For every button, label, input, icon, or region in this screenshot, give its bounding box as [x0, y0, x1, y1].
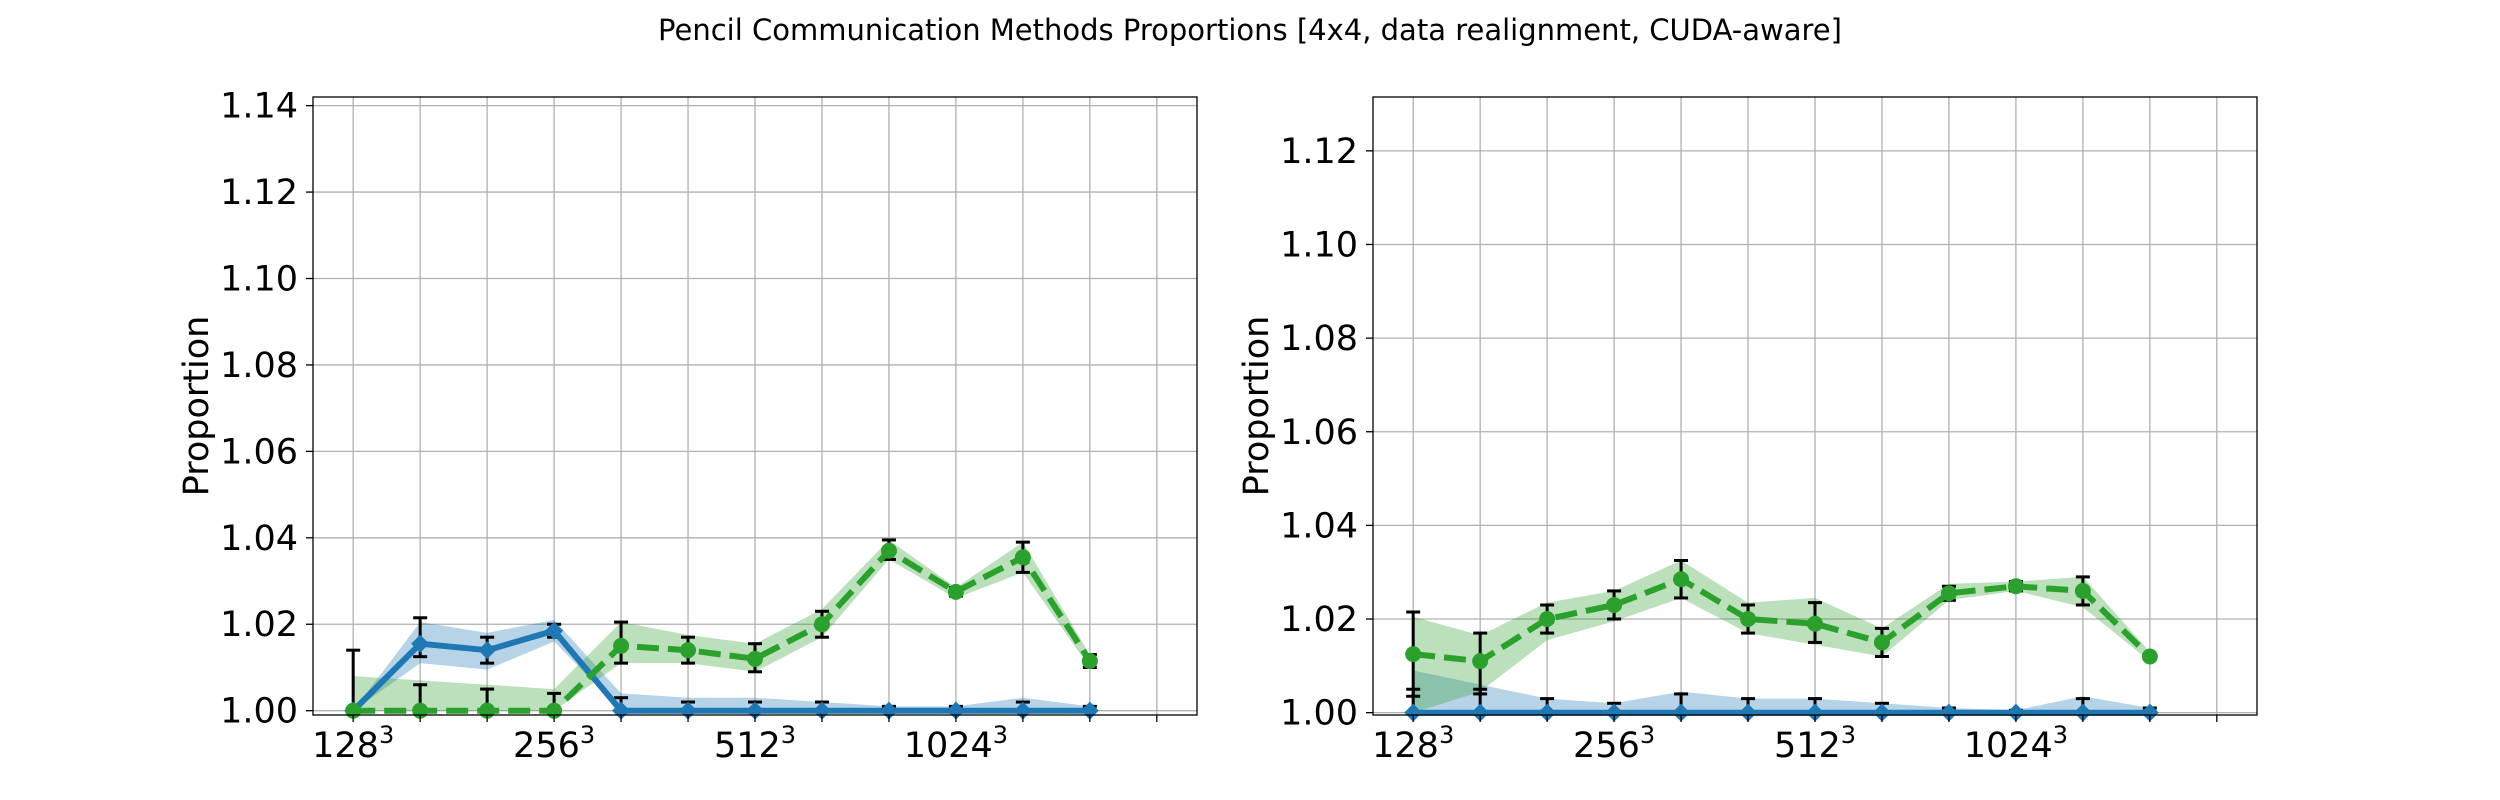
- y-tick-label: 1.02: [220, 605, 298, 645]
- figure-title: Pencil Communication Methods Proportions…: [658, 13, 1842, 47]
- series-2-point: [747, 650, 763, 667]
- series-2-point: [2141, 648, 2158, 665]
- series-2-point: [1606, 596, 1623, 613]
- y-tick-label: 1.12: [1280, 132, 1358, 172]
- y-tick-label: 1.04: [1280, 506, 1358, 546]
- y-tick-label: 1.08: [220, 346, 298, 386]
- series-1-point: [478, 641, 497, 660]
- y-tick-label: 1.10: [220, 260, 298, 300]
- series-2-point: [1807, 615, 1823, 632]
- series-2-point: [2007, 578, 2024, 595]
- y-tick-label: 1.06: [1280, 413, 1358, 453]
- series-2-band: [353, 540, 1090, 711]
- series-2-point: [1940, 585, 1957, 602]
- series-1-point: [1672, 703, 1691, 722]
- series-2-point: [813, 616, 830, 633]
- series-1-point: [1806, 703, 1824, 722]
- series-1-point: [1939, 703, 1958, 722]
- y-tick-label: 1.02: [1280, 600, 1358, 640]
- series-2-point: [613, 637, 630, 654]
- y-tick-label: 1.12: [220, 173, 298, 213]
- x-tick-label: 1283: [1372, 721, 1454, 766]
- y-tick-label: 1.06: [220, 432, 298, 472]
- series-2-point: [1081, 652, 1098, 669]
- series-2-point: [1740, 611, 1757, 628]
- y-axis-label: Proportion: [1237, 316, 1277, 497]
- x-tick-label: 10243: [904, 721, 1008, 766]
- y-tick-label: 1.10: [1280, 225, 1358, 265]
- series-1-line: [351, 627, 1090, 714]
- series-2-line: [1412, 576, 2152, 665]
- series-1-point: [1605, 703, 1624, 722]
- series-1-point: [2140, 703, 2159, 722]
- y-axis-label: Proportion: [177, 316, 217, 497]
- series-2-band: [1413, 560, 2150, 713]
- series-1-band: [353, 619, 1090, 711]
- series-2-point: [1014, 549, 1031, 566]
- x-tick-label: 10243: [1964, 721, 2068, 766]
- series-1-point: [2073, 703, 2092, 722]
- y-tick-label: 1.00: [1280, 694, 1358, 734]
- series-1-band: [1413, 670, 2150, 713]
- series-2-point: [1405, 646, 1422, 663]
- left-chart-panel: 1.00 1.02 1.04 1.06 1.08 1.10 1.12 1.14 1283 2563…: [177, 87, 1198, 766]
- series-1-point: [1538, 703, 1557, 722]
- series-1-point: [545, 621, 564, 640]
- series-2-point: [680, 642, 697, 659]
- y-tick-label: 1.04: [220, 519, 298, 559]
- x-tick-label: 1283: [312, 721, 394, 766]
- series-2-point: [1539, 611, 1556, 628]
- right-chart-panel: 1.00 1.02 1.04 1.06 1.08 1.10 1.12 1283 2563 5123…: [1237, 96, 2258, 766]
- y-tick-label: 1.14: [220, 87, 298, 127]
- series-2-point: [1472, 653, 1489, 670]
- series-1-point: [1739, 703, 1758, 722]
- y-tick-label: 1.00: [220, 692, 298, 732]
- series-1-point: [2006, 703, 2025, 722]
- series-2-point: [1873, 634, 1890, 651]
- series-2-line: [353, 547, 1093, 714]
- x-tick-label: 2563: [1573, 721, 1655, 766]
- series-1-point: [1471, 703, 1490, 722]
- series-2-point: [880, 542, 897, 559]
- y-tick-label: 1.08: [1280, 319, 1358, 359]
- series-2-point: [2074, 582, 2091, 599]
- x-tick-label: 2563: [513, 721, 595, 766]
- x-tick-label: 5123: [714, 721, 796, 766]
- x-tick-label: 5123: [1774, 721, 1856, 766]
- series-2-point: [947, 583, 964, 600]
- series-1-point: [411, 634, 430, 653]
- series-1-point: [1404, 703, 1423, 722]
- series-1-point: [1872, 703, 1891, 722]
- series-2-point: [1673, 571, 1690, 588]
